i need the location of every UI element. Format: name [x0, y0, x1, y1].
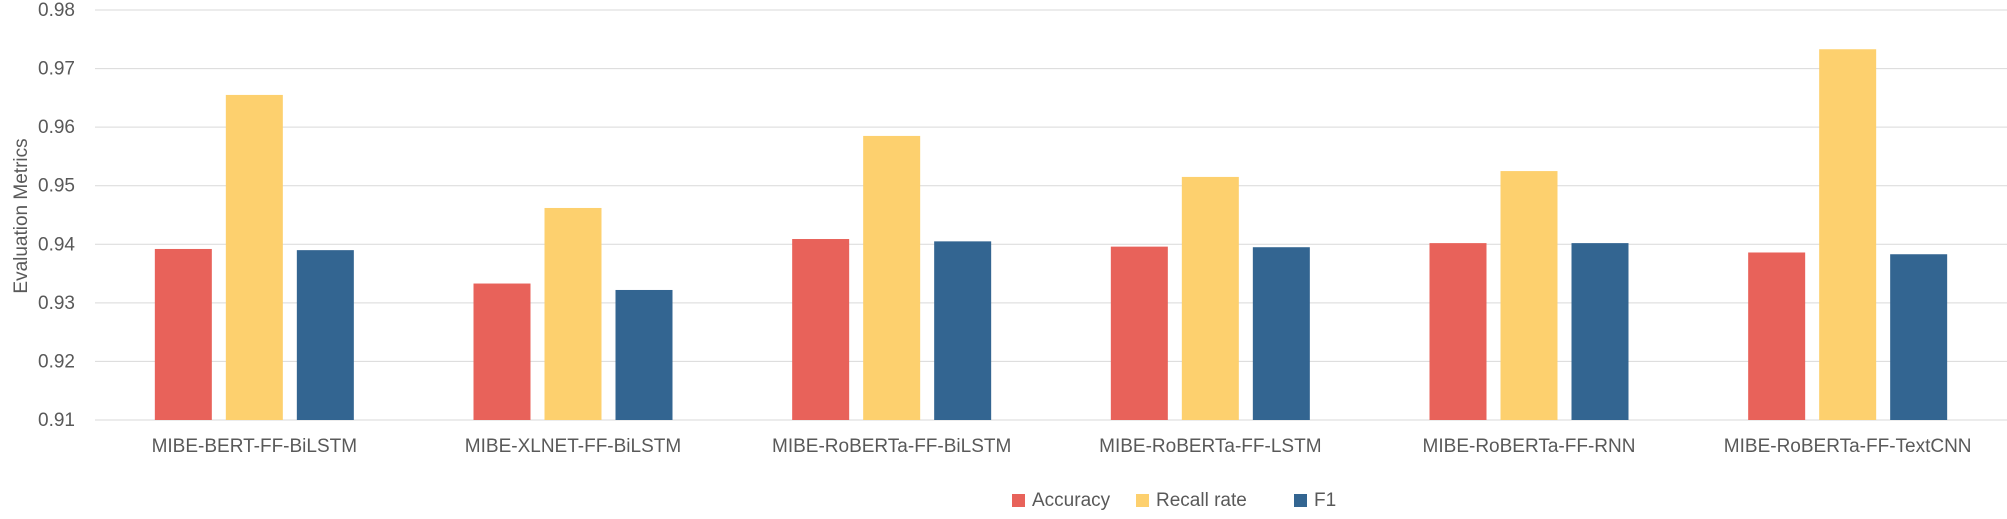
bar-accuracy	[1748, 252, 1806, 420]
bar-recall-rate	[1819, 49, 1877, 420]
bar-accuracy	[473, 283, 531, 420]
bar-f1	[1252, 247, 1310, 420]
bar-accuracy	[792, 239, 850, 420]
x-category-label: MIBE-RoBERTa-FF-LSTM	[1099, 436, 1321, 457]
y-tick-label: 0.94	[38, 234, 75, 255]
bar-recall-rate	[544, 207, 602, 420]
x-category-label: MIBE-XLNET-FF-BiLSTM	[465, 436, 681, 457]
x-category-label: MIBE-BERT-FF-BiLSTM	[152, 436, 358, 457]
y-axis-title: Evaluation Metrics	[11, 138, 32, 293]
legend-label: Accuracy	[1032, 490, 1111, 511]
legend-swatch	[1136, 494, 1149, 507]
y-tick-label: 0.91	[38, 410, 75, 431]
bar-f1	[615, 289, 673, 420]
y-tick-label: 0.95	[38, 176, 75, 197]
legend-swatch	[1294, 494, 1307, 507]
legend: Accuracy Recall rate F1	[1012, 490, 1336, 511]
legend-label: Recall rate	[1156, 490, 1247, 511]
legend-label: F1	[1314, 490, 1336, 511]
gridlines	[95, 9, 2007, 421]
y-tick-label: 0.96	[38, 117, 75, 138]
bar-recall-rate	[863, 135, 921, 420]
bar-accuracy	[154, 248, 212, 420]
y-tick-label: 0.97	[38, 59, 75, 80]
bar-recall-rate	[225, 94, 283, 420]
y-tick-label: 0.93	[38, 293, 75, 314]
bar-accuracy	[1429, 243, 1487, 420]
bar-recall-rate	[1500, 171, 1558, 420]
bar-accuracy	[1110, 246, 1168, 420]
legend-swatch	[1012, 494, 1025, 507]
y-tick-label: 0.98	[38, 0, 75, 21]
x-category-label: MIBE-RoBERTa-FF-BiLSTM	[772, 436, 1011, 457]
bars	[154, 49, 1948, 420]
x-axis-category-labels: MIBE-BERT-FF-BiLSTM MIBE-XLNET-FF-BiLSTM M…	[152, 436, 1972, 457]
bar-f1	[1571, 243, 1629, 420]
y-axis-ticks: 0.91 0.92 0.93 0.94 0.95 0.96 0.97 0.98	[38, 0, 75, 431]
y-tick-label: 0.92	[38, 351, 75, 372]
bar-f1	[296, 250, 354, 420]
bar-recall-rate	[1181, 176, 1239, 420]
x-category-label: MIBE-RoBERTa-FF-RNN	[1423, 436, 1636, 457]
bar-f1	[934, 241, 992, 420]
bar-f1	[1890, 254, 1948, 420]
x-category-label: MIBE-RoBERTa-FF-TextCNN	[1724, 436, 1972, 457]
